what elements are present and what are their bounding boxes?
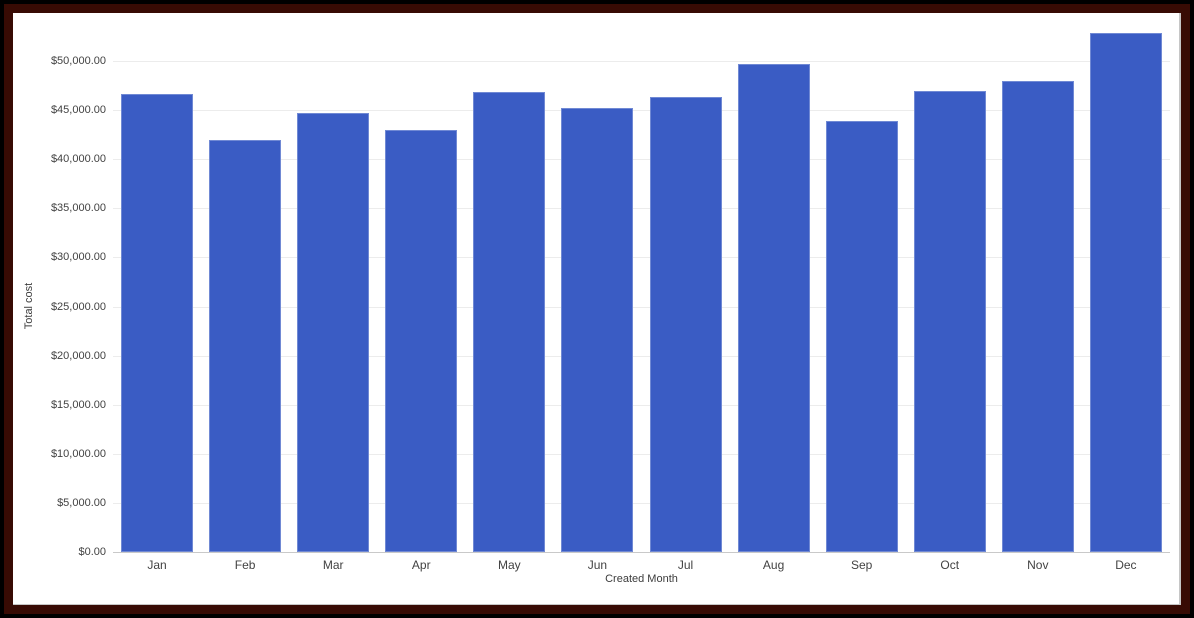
bar-mar[interactable] — [297, 113, 370, 552]
bar-jul[interactable] — [649, 97, 722, 552]
bar-band-feb — [201, 61, 289, 552]
bars-layer — [113, 32, 1170, 552]
x-tick-label-aug: Aug — [762, 558, 785, 572]
bar-band-aug — [730, 61, 818, 552]
bar-feb[interactable] — [209, 139, 282, 552]
bar-dec[interactable] — [1089, 32, 1162, 552]
bar-jun[interactable] — [561, 108, 634, 552]
x-tick-label-oct: Oct — [940, 558, 960, 572]
bar-sep[interactable] — [825, 120, 898, 552]
bar-aug[interactable] — [737, 63, 810, 552]
y-tick-label: $45,000.00 — [50, 104, 106, 117]
x-tick-label-may: May — [498, 558, 521, 572]
gridline — [113, 355, 1170, 357]
x-axis-tick-labels: Jan Feb Mar Apr May Jun Jul Aug Sep Oct Nov Dec — [113, 558, 1170, 572]
x-tick-label-nov: Nov — [1027, 558, 1049, 572]
y-tick-label: $30,000.00 — [50, 251, 106, 264]
bar-band-may — [465, 61, 553, 552]
gridline — [113, 502, 1170, 504]
y-tick-label: $5,000.00 — [57, 496, 106, 509]
bar-band-nov — [994, 61, 1082, 552]
x-tick-label-mar: Mar — [322, 558, 344, 572]
gridline — [113, 404, 1170, 406]
y-tick-label: $15,000.00 — [50, 398, 106, 411]
gridline — [113, 110, 1170, 112]
x-tick-label-feb: Feb — [234, 558, 256, 572]
x-axis-title: Created Month — [605, 573, 678, 585]
gridline — [113, 453, 1170, 455]
bar-band-oct — [906, 61, 994, 552]
y-tick-label: $10,000.00 — [50, 447, 106, 460]
plot-area — [113, 32, 1170, 553]
gridline — [113, 208, 1170, 210]
gridline — [113, 61, 1170, 62]
bar-band-jan — [113, 61, 201, 552]
x-axis-baseline — [113, 552, 1170, 553]
x-tick-label-jan: Jan — [147, 558, 167, 572]
x-tick-label-sep: Sep — [850, 558, 873, 572]
y-tick-label: $35,000.00 — [50, 202, 106, 215]
x-tick-label-dec: Dec — [1115, 558, 1137, 572]
chart-canvas: Total cost $50,000.00 $45,000.00 $40,000.0… — [13, 13, 1181, 605]
y-tick-label: $50,000.00 — [50, 55, 106, 67]
bar-apr[interactable] — [385, 129, 458, 552]
gridline — [113, 257, 1170, 259]
y-tick-label: $40,000.00 — [50, 153, 106, 166]
bar-may[interactable] — [473, 92, 546, 552]
y-tick-label: $0.00 — [78, 546, 106, 558]
bar-band-jul — [641, 61, 729, 552]
bar-band-dec — [1082, 32, 1170, 552]
bar-band-apr — [377, 61, 465, 552]
gridline — [113, 306, 1170, 308]
bar-band-mar — [289, 61, 377, 552]
bar-jan[interactable] — [121, 94, 194, 552]
bar-band-jun — [553, 61, 641, 552]
y-tick-label: $20,000.00 — [50, 349, 106, 362]
bar-oct[interactable] — [913, 91, 986, 552]
bar-band-sep — [818, 61, 906, 552]
gridline — [113, 159, 1170, 161]
y-tick-label: $25,000.00 — [50, 300, 106, 313]
x-tick-label-jun: Jun — [587, 558, 608, 572]
bar-nov[interactable] — [1001, 80, 1074, 552]
x-tick-label-jul: Jul — [677, 558, 694, 572]
x-tick-label-apr: Apr — [411, 558, 431, 572]
inner-frame: Total cost $50,000.00 $45,000.00 $40,000.0… — [4, 4, 1190, 614]
